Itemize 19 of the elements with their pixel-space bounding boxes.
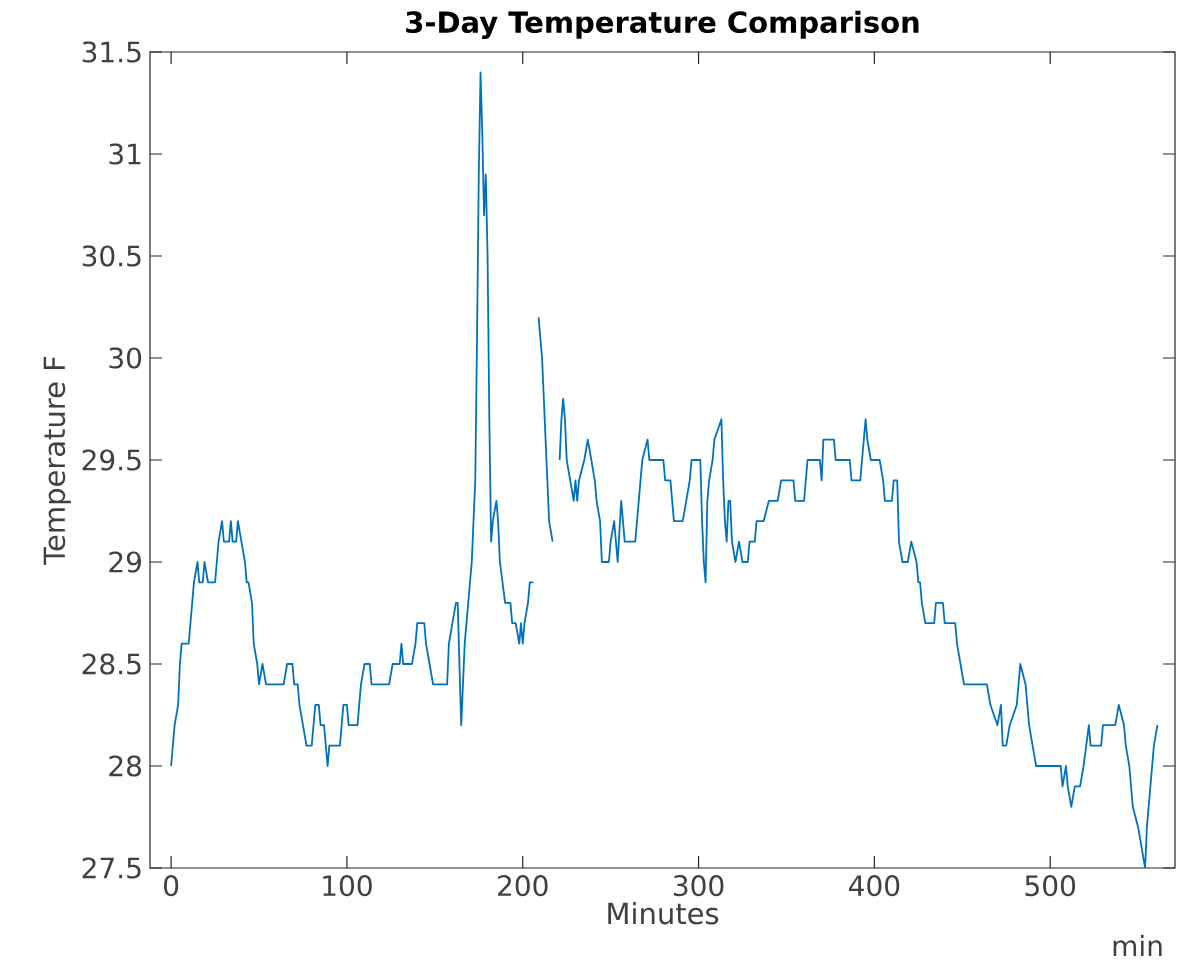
y-axis-title: Temperature F: [43, 356, 71, 565]
y-tick-label: 29: [109, 551, 141, 573]
y-tick-label: 28.5: [82, 653, 141, 675]
text: min: [1113, 934, 1162, 956]
x-tick-label: 0: [164, 875, 179, 897]
x-tick-label: 500: [1025, 875, 1076, 897]
y-tick-label: 28: [109, 755, 142, 777]
x-tick-label: 100: [323, 875, 372, 897]
y-tick-label: 29.5: [82, 449, 141, 471]
chart-title: 3-Day Temperature Comparison: [406, 10, 919, 39]
y-tick-label: 27.5: [82, 857, 141, 879]
x-tick-label: 200: [498, 875, 548, 897]
x-axis-title: Minutes: [608, 901, 719, 925]
y-tick-label: 31: [109, 143, 141, 165]
x-tick-label: 300: [673, 875, 724, 897]
y-tick-label: 30: [109, 347, 142, 369]
x-tick-label: 400: [849, 875, 900, 897]
y-tick-label: 30.5: [82, 245, 141, 267]
y-tick-label: 31.5: [82, 41, 141, 63]
